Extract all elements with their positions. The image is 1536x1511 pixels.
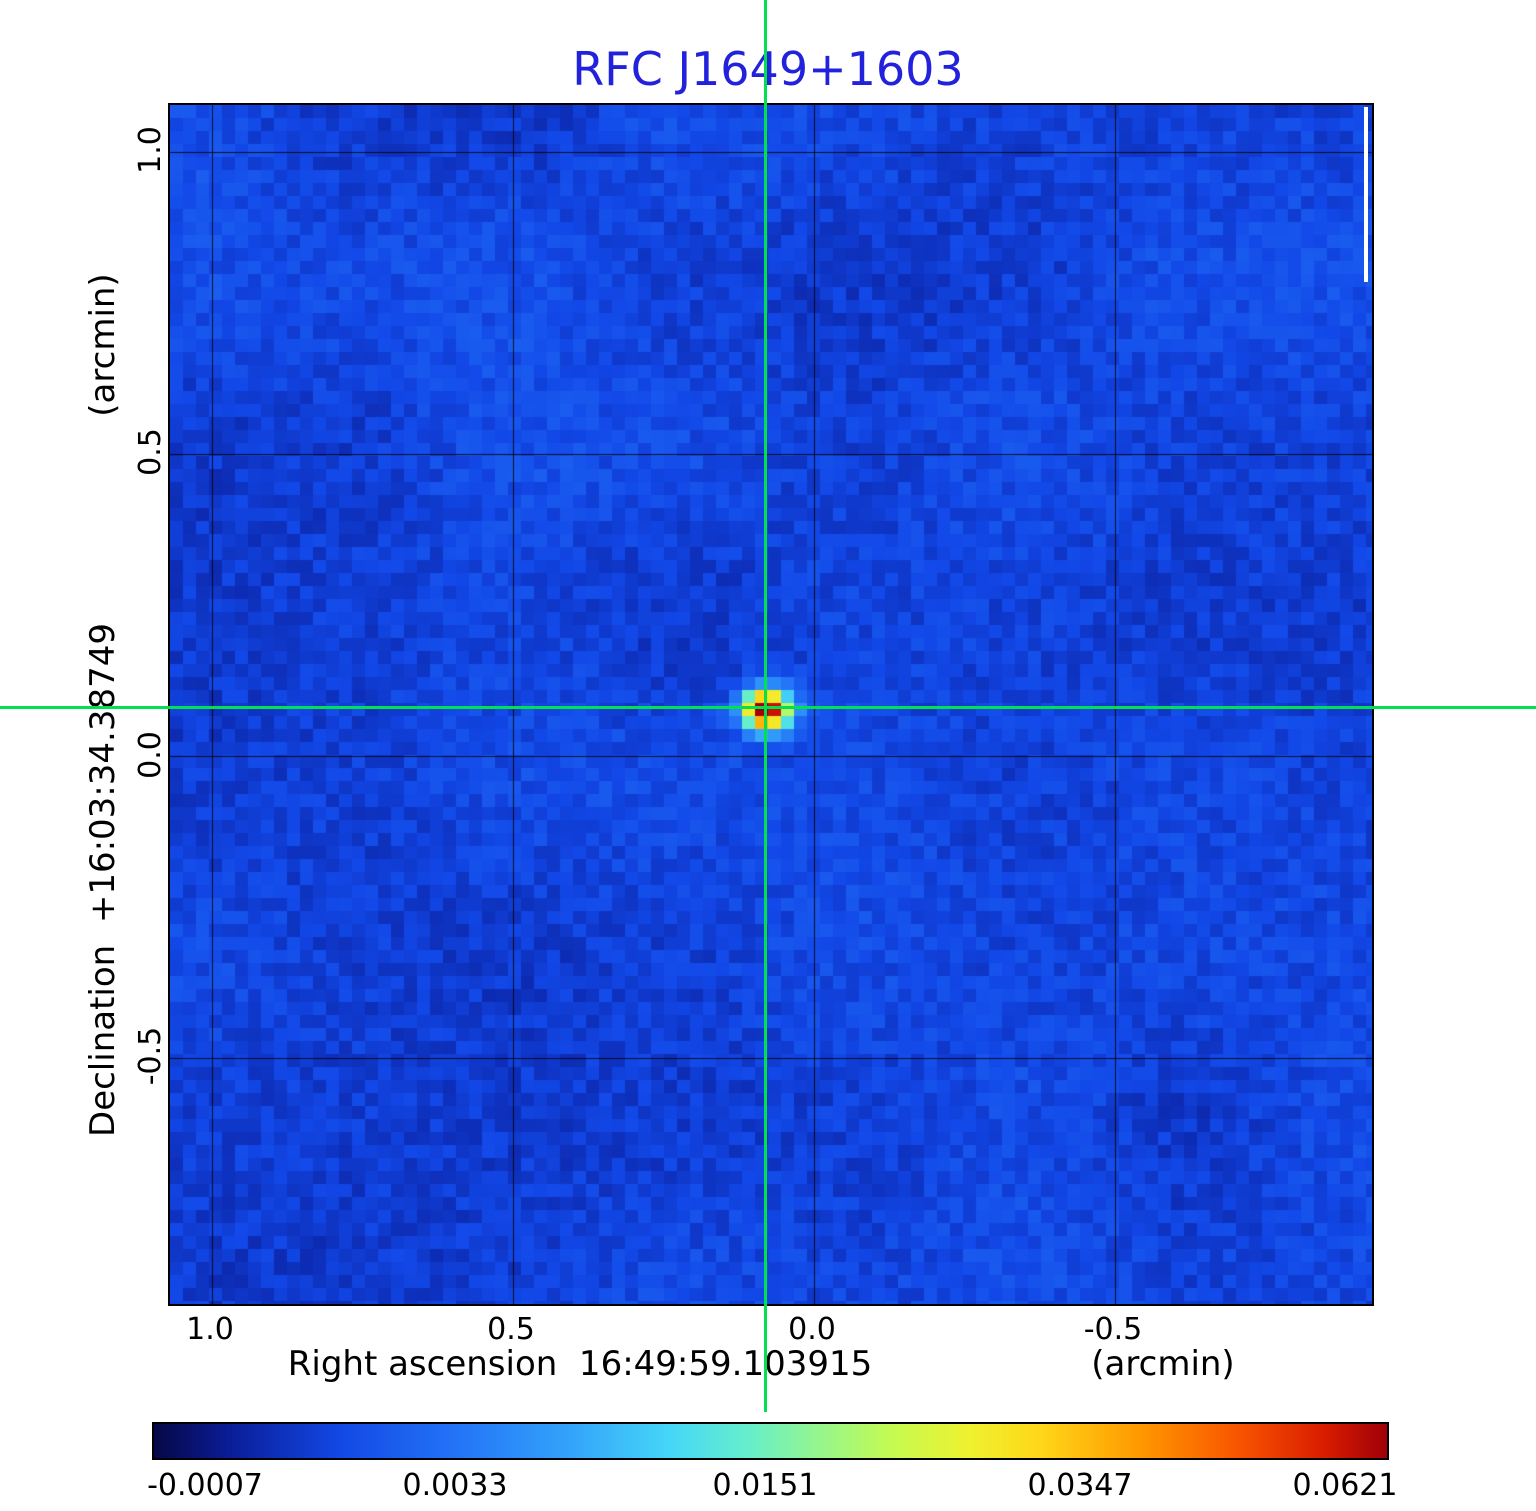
y-tick-label: 1.0: [132, 126, 168, 174]
sky-map-plot: [168, 103, 1374, 1306]
colorbar-tick-label: 0.0621: [1292, 1468, 1398, 1503]
x-axis-unit: (arcmin): [1091, 1344, 1235, 1384]
x-axis-label: Right ascension 16:49:59.103915: [287, 1344, 873, 1384]
y-tick-label: 0.5: [132, 428, 168, 476]
colorbar-tick-label: 0.0033: [402, 1468, 508, 1503]
x-tick-label: 0.0: [788, 1312, 836, 1347]
colorbar-tick-label: -0.0007: [147, 1468, 263, 1503]
x-tick-label: -0.5: [1083, 1312, 1143, 1347]
y-axis-unit: (arcmin): [83, 273, 123, 417]
x-tick-label: 0.5: [487, 1312, 535, 1347]
y-axis-label: Declination +16:03:34.38749: [83, 623, 123, 1137]
colorbar: [152, 1422, 1389, 1460]
y-tick-label: 0.0: [132, 731, 168, 779]
crosshair-horizontal-line: [0, 706, 1536, 709]
sky-map-canvas: [170, 105, 1372, 1304]
colorbar-tick-label: 0.0151: [712, 1468, 818, 1503]
colorbar-tick-label: 0.0347: [1027, 1468, 1133, 1503]
y-tick-label: -0.5: [132, 1026, 168, 1086]
x-tick-label: 1.0: [186, 1312, 234, 1347]
plot-artifact-line: [1364, 107, 1368, 282]
page-title: RFC J1649+1603: [572, 42, 964, 96]
